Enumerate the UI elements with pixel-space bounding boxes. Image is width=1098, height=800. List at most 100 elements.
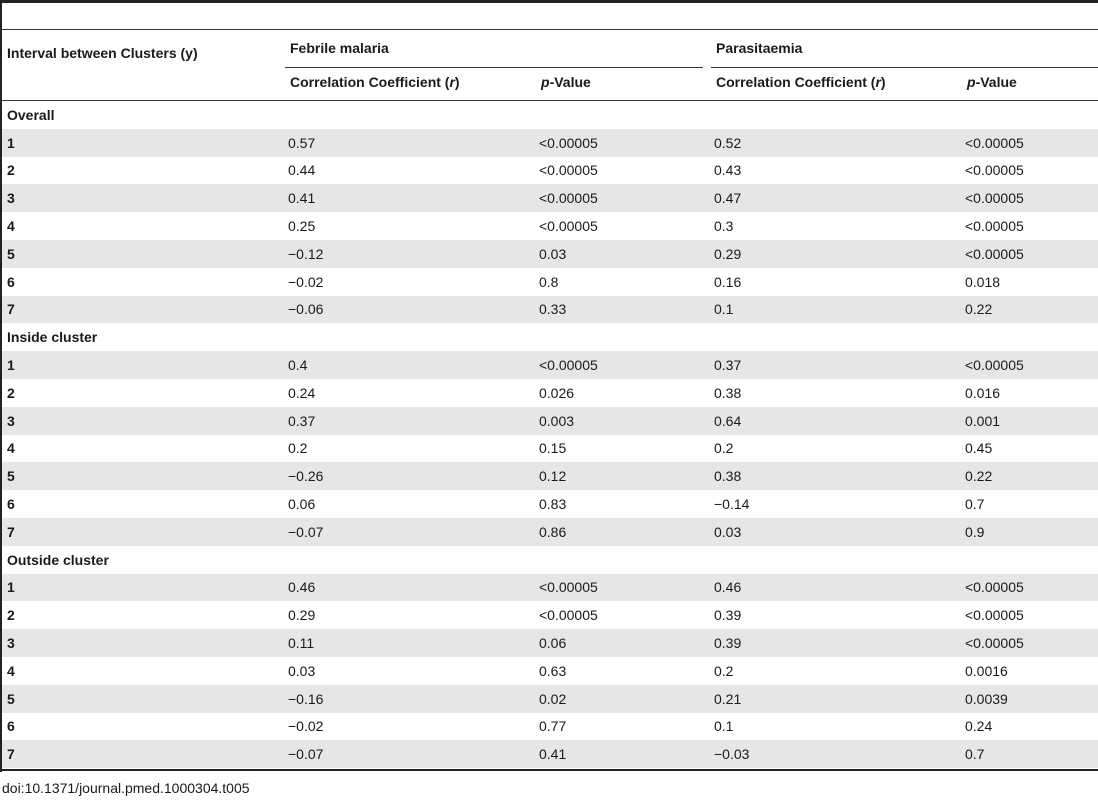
parasitaemia-r-cell: 0.29 [714,239,965,268]
table-row: 6 0.06 0.83 −0.14 0.7 [2,490,1098,518]
parasitaemia-r-cell: 0.1 [714,295,965,324]
interval-cell: 3 [2,184,288,213]
interval-cell: 6 [7,718,15,735]
table-row: 2 0.29 <0.00005 0.39 <0.00005 [2,601,1098,629]
interval-cell: 2 [7,162,15,179]
febrile-p-cell: <0.00005 [539,351,714,379]
parasitaemia-p-cell: <0.00005 [965,218,1024,235]
table-top-rule [0,0,1098,3]
parasitaemia-r-cell: 0.16 [714,273,742,290]
header-bottom-rule [0,100,1098,101]
table-row: 5 −0.26 0.12 0.38 0.22 [2,462,1098,491]
febrile-r-cell: 0.57 [288,128,539,157]
febrile-r-cell: −0.07 [288,740,539,769]
table-row: 1 0.4 <0.00005 0.37 <0.00005 [2,351,1098,379]
parasitaemia-correlation-header: Correlation Coefficient (r) [716,74,886,90]
febrile-r-cell: −0.02 [288,718,324,735]
febrile-r-cell: 0.11 [288,629,539,657]
interval-cell: 4 [7,662,15,679]
parasitaemia-r-cell: 0.37 [714,351,965,379]
parasitaemia-r-cell: 0.03 [714,517,965,546]
table-row: 7 −0.07 0.86 0.03 0.9 [2,517,1098,546]
interval-cell: 5 [2,239,288,268]
parasitaemia-p-cell: <0.00005 [965,239,1098,268]
interval-cell: 4 [7,440,15,457]
section-title: Overall [7,106,55,123]
interval-cell: 3 [2,629,288,657]
febrile-p-cell: 0.33 [539,295,714,324]
parasitaemia-r-cell: −0.03 [714,740,965,769]
interval-cell: 7 [2,517,288,546]
table-row: 4 0.2 0.15 0.2 0.45 [2,435,1098,463]
febrile-p-cell: 0.41 [539,740,714,769]
febrile-pvalue-header: p-Value [541,74,591,90]
section-header-row: Inside cluster [2,323,1098,351]
section-header-row: Outside cluster [2,546,1098,574]
parasitaemia-p-cell: <0.00005 [965,629,1098,657]
table-row: 1 0.57 <0.00005 0.52 <0.00005 [2,128,1098,157]
table-row: 5 −0.16 0.02 0.21 0.0039 [2,684,1098,713]
febrile-r-cell: 0.4 [288,351,539,379]
parasitaemia-p-cell: <0.00005 [965,184,1098,213]
parasitaemia-p-cell: <0.00005 [965,128,1098,157]
interval-cell: 6 [7,496,15,513]
table-left-border [0,0,2,772]
row-header-label: Interval between Clusters (y) [7,45,198,61]
interval-cell: 1 [2,128,288,157]
parasitaemia-p-cell: 0.001 [965,406,1098,435]
febrile-p-cell: 0.003 [539,406,714,435]
interval-cell: 4 [7,218,15,235]
parasitaemia-r-cell: 0.39 [714,629,965,657]
febrile-r-cell: 0.29 [288,607,316,624]
parasitaemia-r-cell: 0.52 [714,128,965,157]
parasitaemia-r-cell: −0.14 [714,496,750,513]
febrile-r-cell: −0.12 [288,239,539,268]
parasitaemia-pvalue-header: p-Value [967,74,1017,90]
section-title: Inside cluster [7,329,98,346]
febrile-p-cell: 0.8 [539,273,559,290]
febrile-correlation-header: Correlation Coefficient (r) [290,74,460,90]
febrile-p-cell: 0.026 [539,384,575,401]
parasitaemia-r-cell: 0.1 [714,718,734,735]
parasitaemia-p-cell: 0.0039 [965,684,1098,713]
parasitaemia-r-cell: 0.64 [714,406,965,435]
interval-cell: 5 [2,684,288,713]
parasitaemia-p-cell: 0.7 [965,740,1098,769]
section-header-row: Overall [2,101,1098,129]
parasitaemia-r-cell: 0.38 [714,462,965,491]
parasitaemia-p-cell: 0.22 [965,462,1098,491]
febrile-p-cell: 0.15 [539,440,567,457]
parasitaemia-r-cell: 0.3 [714,218,734,235]
parasitaemia-r-cell: 0.43 [714,162,742,179]
febrile-p-cell: 0.86 [539,517,714,546]
parasitaemia-group-rule [711,67,1098,68]
interval-cell: 3 [2,406,288,435]
febrile-p-cell: <0.00005 [539,573,714,602]
febrile-p-cell: <0.00005 [539,162,598,179]
section-title: Outside cluster [7,551,109,568]
table-row: 2 0.24 0.026 0.38 0.016 [2,379,1098,407]
parasitaemia-r-cell: 0.39 [714,607,742,624]
parasitaemia-p-cell: <0.00005 [965,162,1024,179]
parasitaemia-r-cell: 0.38 [714,384,742,401]
interval-cell: 6 [7,273,15,290]
febrile-r-cell: 0.37 [288,406,539,435]
parasitaemia-p-cell: 0.7 [965,496,985,513]
febrile-p-cell: 0.77 [539,718,567,735]
parasitaemia-r-cell: 0.47 [714,184,965,213]
febrile-p-cell: 0.06 [539,629,714,657]
interval-cell: 2 [7,384,15,401]
febrile-r-cell: 0.41 [288,184,539,213]
table-row: 7 −0.07 0.41 −0.03 0.7 [2,740,1098,769]
table-row: 5 −0.12 0.03 0.29 <0.00005 [2,239,1098,268]
parasitaemia-r-cell: 0.46 [714,573,965,602]
febrile-r-cell: 0.06 [288,496,316,513]
febrile-group-rule [285,67,703,68]
parasitaemia-p-cell: 0.22 [965,295,1098,324]
interval-cell: 1 [2,351,288,379]
interval-cell: 7 [2,295,288,324]
table-row: 3 0.37 0.003 0.64 0.001 [2,406,1098,435]
table-bottom-rule [0,769,1098,771]
table-row: 4 0.25 <0.00005 0.3 <0.00005 [2,212,1098,240]
table-row: 1 0.46 <0.00005 0.46 <0.00005 [2,573,1098,602]
